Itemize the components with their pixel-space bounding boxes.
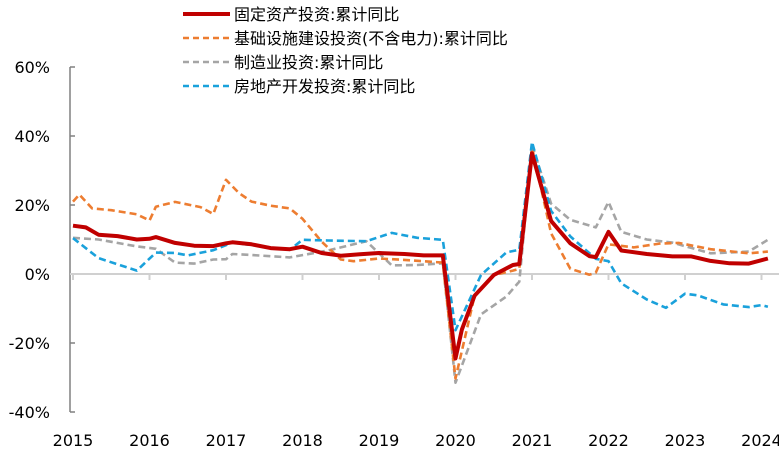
x-tick-label: 2024 xyxy=(741,431,779,450)
series-line-0 xyxy=(72,151,769,361)
x-tick-label: 2016 xyxy=(129,431,170,450)
y-tick-label: 60% xyxy=(14,58,50,77)
x-tick-label: 2017 xyxy=(206,431,247,450)
y-tick-label: -20% xyxy=(9,334,50,353)
legend-label: 基础设施建设投资(不含电力):累计同比 xyxy=(234,29,508,48)
x-tick-label: 2020 xyxy=(435,431,476,450)
legend-label: 制造业投资:累计同比 xyxy=(234,53,383,72)
x-tick-label: 2022 xyxy=(588,431,629,450)
legend-label: 固定资产投资:累计同比 xyxy=(234,5,399,24)
legend: 固定资产投资:累计同比基础设施建设投资(不含电力):累计同比制造业投资:累计同比… xyxy=(183,5,508,96)
series-line-2 xyxy=(72,144,769,385)
y-tick-label: 20% xyxy=(14,196,50,215)
axes: 60% 40% 20% 0% -20% -40%2015 2016 2017 2018 2019 2… xyxy=(9,58,779,450)
series-line-3 xyxy=(72,140,769,332)
x-tick-label: 2015 xyxy=(53,431,94,450)
y-tick-label: 0% xyxy=(25,265,50,284)
x-tick-label: 2023 xyxy=(665,431,706,450)
series-lines xyxy=(72,140,769,385)
y-tick-label: -40% xyxy=(9,403,50,422)
series-line-1 xyxy=(72,146,769,380)
y-tick-label: 40% xyxy=(14,127,50,146)
legend-label: 房地产开发投资:累计同比 xyxy=(234,77,415,96)
x-tick-label: 2019 xyxy=(359,431,400,450)
x-tick-label: 2018 xyxy=(282,431,323,450)
x-tick-label: 2021 xyxy=(512,431,553,450)
